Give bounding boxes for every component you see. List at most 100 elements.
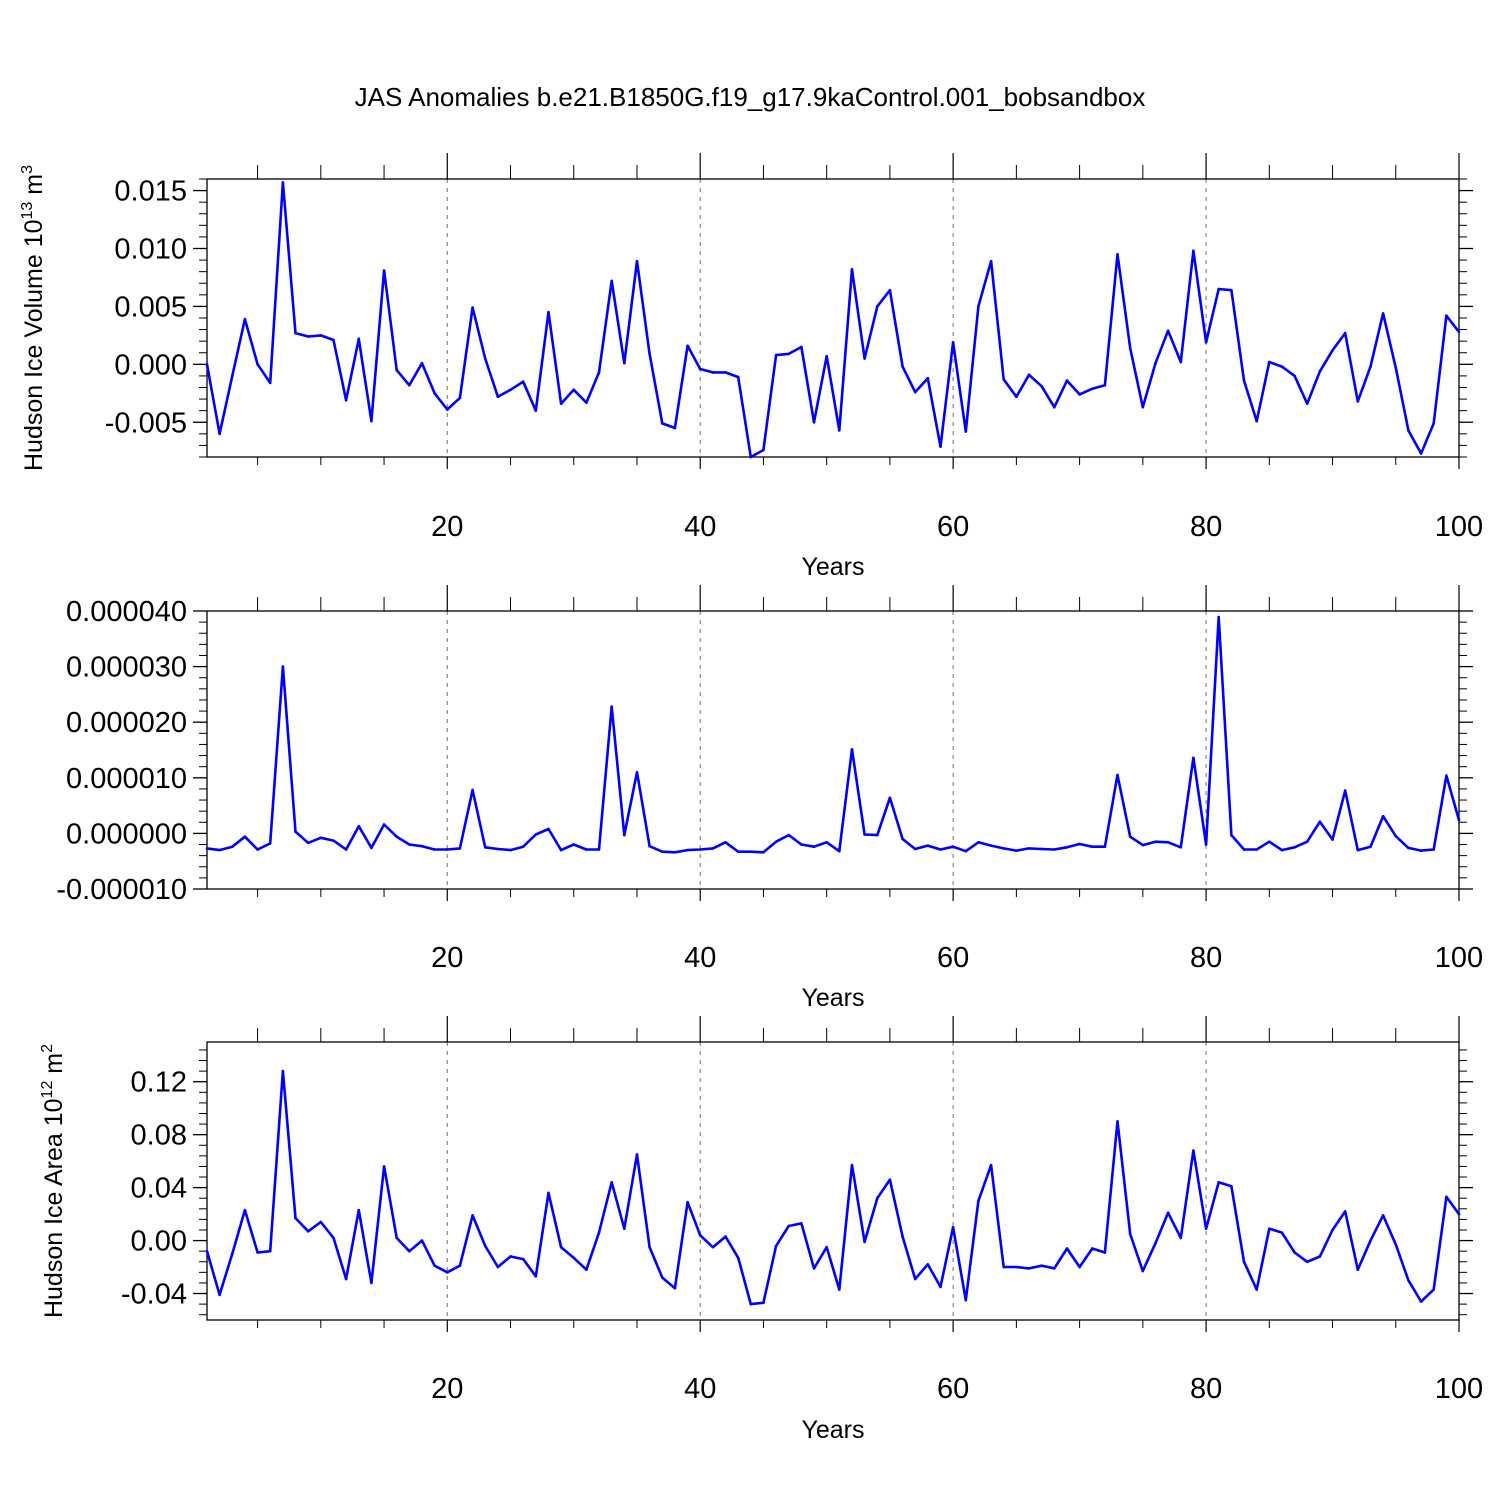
data-point (420, 844, 424, 848)
data-point (1002, 847, 1006, 850)
data-point (1166, 1211, 1170, 1215)
data-point (306, 1230, 310, 1233)
x-tick-label: 80 (1190, 942, 1222, 974)
data-point (357, 824, 361, 828)
data-point (989, 844, 993, 847)
data-point (926, 376, 930, 380)
data-point (812, 420, 816, 424)
data-point (673, 426, 677, 430)
data-point (1369, 365, 1372, 368)
data-point (762, 851, 765, 854)
data-point (635, 770, 639, 774)
data-point (294, 1216, 297, 1220)
data-point (635, 1153, 639, 1156)
data-point (648, 1245, 651, 1249)
data-point (382, 823, 386, 826)
data-point (1268, 840, 1271, 844)
data-point (724, 840, 727, 844)
data-point (951, 845, 955, 849)
data-point (344, 398, 348, 402)
data-point (939, 1285, 942, 1289)
x-tick-label: 100 (1435, 511, 1483, 543)
plot-frame (206, 1041, 1460, 1321)
data-point (863, 357, 866, 360)
data-point (547, 1191, 550, 1195)
data-point (1053, 405, 1056, 409)
data-point (825, 354, 828, 358)
data-point (433, 848, 436, 851)
y-tick-label: 0.010 (114, 234, 187, 266)
data-point (1040, 385, 1043, 388)
data-point (800, 1222, 803, 1225)
data-point (1407, 1278, 1410, 1282)
data-point (1356, 848, 1360, 852)
data-point (901, 1235, 904, 1238)
data-point (1141, 1269, 1145, 1273)
y-axis-label-exponent: 13 (19, 202, 36, 220)
data-point (1103, 383, 1107, 387)
data-point (888, 1178, 892, 1181)
y-axis-label-text: Hudson Ice Volume 10 (20, 219, 48, 471)
data-point (875, 305, 879, 308)
x-tick-label: 40 (684, 511, 716, 543)
y-tick-label: -0.005 (105, 407, 187, 439)
data-point (344, 1277, 348, 1281)
data-point (913, 390, 917, 394)
y-axis-label-exponent: 12 (39, 1081, 56, 1099)
chart-panel-1: 20 40 60 80 100 Years -0.005 0.000 0.005 0.010 0.0… (19, 153, 1483, 581)
data-point (1179, 1236, 1183, 1240)
data-point (1090, 845, 1094, 849)
data-point (850, 748, 854, 751)
data-point (787, 352, 791, 356)
y-axis-label: Hudson Ice Volume 1013 m3 (19, 165, 48, 471)
x-axis-label: Years (801, 1416, 864, 1444)
data-point (243, 1208, 247, 1212)
data-point (1419, 1300, 1423, 1303)
data-point (585, 401, 588, 404)
data-point (762, 1301, 765, 1305)
y-tick-label: 0.04 (131, 1173, 187, 1205)
y-axis-label-unit: m (20, 174, 48, 202)
data-point (534, 409, 538, 412)
data-point (509, 1255, 512, 1258)
data-point (913, 847, 917, 851)
data-point (382, 269, 386, 272)
data-point (863, 1240, 866, 1244)
data-point (1394, 834, 1398, 838)
data-point (736, 850, 740, 854)
data-point (1002, 378, 1006, 381)
data-point (205, 363, 209, 366)
data-point (1027, 1267, 1031, 1270)
series-line (206, 615, 1461, 854)
data-point (471, 1214, 474, 1217)
data-point (825, 1245, 828, 1249)
data-point (1457, 818, 1461, 822)
data-point (648, 844, 651, 848)
data-point (1432, 848, 1436, 851)
data-point (572, 1256, 576, 1260)
data-point (433, 1264, 436, 1268)
data-point (901, 837, 904, 841)
data-point (1293, 1251, 1296, 1254)
data-point (964, 1298, 968, 1302)
data-point (1331, 1228, 1334, 1232)
data-point (660, 422, 664, 425)
data-point (1192, 1149, 1195, 1152)
data-point (1179, 846, 1183, 849)
data-point (319, 836, 323, 840)
data-point (989, 259, 993, 263)
data-point (749, 1302, 753, 1306)
data-point (660, 850, 664, 854)
data-point (888, 288, 892, 292)
data-point (926, 1263, 930, 1266)
data-point (812, 845, 816, 849)
x-tick-label: 40 (684, 942, 716, 974)
data-point (1432, 422, 1436, 425)
data-point (724, 1235, 727, 1238)
data-point (1445, 314, 1448, 317)
data-point (1305, 402, 1309, 406)
data-point (332, 1236, 335, 1240)
data-point (1356, 1268, 1360, 1271)
data-point (1419, 452, 1423, 455)
chart-title: JAS Anomalies b.e21.B1850G.f19_g17.9kaCo… (355, 82, 1146, 112)
